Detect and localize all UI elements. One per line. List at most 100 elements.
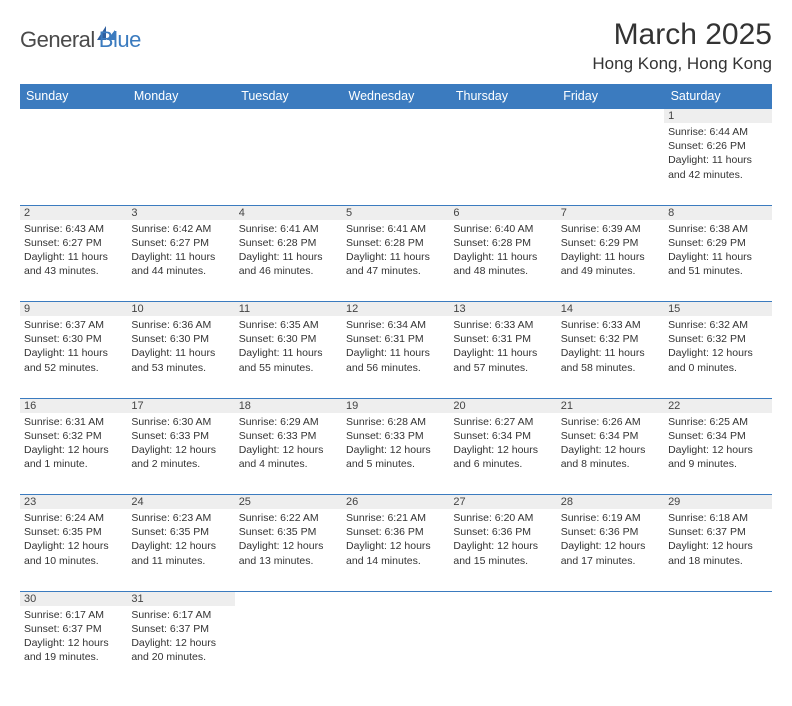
day-content-cell: Sunrise: 6:23 AMSunset: 6:35 PMDaylight:… [127,509,234,591]
sunset-text: Sunset: 6:30 PM [24,332,123,346]
daylight-text: Daylight: 12 hours and 9 minutes. [668,443,767,471]
sunrise-text: Sunrise: 6:20 AM [453,511,552,525]
sunrise-text: Sunrise: 6:17 AM [131,608,230,622]
day-content-cell: Sunrise: 6:33 AMSunset: 6:31 PMDaylight:… [449,316,556,398]
sunrise-text: Sunrise: 6:27 AM [453,415,552,429]
sunrise-text: Sunrise: 6:39 AM [561,222,660,236]
daylight-text: Daylight: 12 hours and 0 minutes. [668,346,767,374]
day-content-cell: Sunrise: 6:25 AMSunset: 6:34 PMDaylight:… [664,413,771,495]
day-content-cell: Sunrise: 6:43 AMSunset: 6:27 PMDaylight:… [20,220,127,302]
sunset-text: Sunset: 6:37 PM [131,622,230,636]
day-number-cell [127,109,234,124]
day-content-cell: Sunrise: 6:22 AMSunset: 6:35 PMDaylight:… [235,509,342,591]
sunrise-text: Sunrise: 6:22 AM [239,511,338,525]
day-number-cell: 30 [20,591,127,606]
daylight-text: Daylight: 12 hours and 4 minutes. [239,443,338,471]
dayname-thu: Thursday [449,84,556,109]
day-number-cell [449,109,556,124]
day-content-cell: Sunrise: 6:30 AMSunset: 6:33 PMDaylight:… [127,413,234,495]
dayname-sat: Saturday [664,84,771,109]
sunrise-text: Sunrise: 6:42 AM [131,222,230,236]
sunset-text: Sunset: 6:32 PM [561,332,660,346]
daynum-row: 1 [20,109,772,124]
day-number-cell [342,109,449,124]
day-number-cell: 16 [20,398,127,413]
daylight-text: Daylight: 11 hours and 42 minutes. [668,153,767,181]
daylight-text: Daylight: 11 hours and 53 minutes. [131,346,230,374]
sunrise-text: Sunrise: 6:38 AM [668,222,767,236]
sunset-text: Sunset: 6:33 PM [346,429,445,443]
daylight-text: Daylight: 12 hours and 15 minutes. [453,539,552,567]
day-number-cell: 7 [557,205,664,220]
sunrise-text: Sunrise: 6:19 AM [561,511,660,525]
day-content-cell: Sunrise: 6:41 AMSunset: 6:28 PMDaylight:… [235,220,342,302]
day-number-cell: 17 [127,398,234,413]
day-content-cell: Sunrise: 6:40 AMSunset: 6:28 PMDaylight:… [449,220,556,302]
day-content-cell: Sunrise: 6:26 AMSunset: 6:34 PMDaylight:… [557,413,664,495]
day-number-cell: 6 [449,205,556,220]
daynum-row: 23242526272829 [20,495,772,510]
content-row: Sunrise: 6:44 AMSunset: 6:26 PMDaylight:… [20,123,772,205]
daynum-row: 9101112131415 [20,302,772,317]
day-number-cell: 14 [557,302,664,317]
day-number-cell: 26 [342,495,449,510]
daylight-text: Daylight: 12 hours and 18 minutes. [668,539,767,567]
sunset-text: Sunset: 6:30 PM [131,332,230,346]
sunrise-text: Sunrise: 6:34 AM [346,318,445,332]
daylight-text: Daylight: 12 hours and 14 minutes. [346,539,445,567]
daylight-text: Daylight: 12 hours and 6 minutes. [453,443,552,471]
sunset-text: Sunset: 6:33 PM [239,429,338,443]
daylight-text: Daylight: 11 hours and 43 minutes. [24,250,123,278]
day-content-cell: Sunrise: 6:28 AMSunset: 6:33 PMDaylight:… [342,413,449,495]
sunrise-text: Sunrise: 6:41 AM [239,222,338,236]
day-number-cell: 8 [664,205,771,220]
day-content-cell [342,606,449,688]
daylight-text: Daylight: 11 hours and 48 minutes. [453,250,552,278]
sunrise-text: Sunrise: 6:36 AM [131,318,230,332]
sunrise-text: Sunrise: 6:17 AM [24,608,123,622]
day-number-cell: 3 [127,205,234,220]
day-content-cell [235,123,342,205]
day-content-cell: Sunrise: 6:24 AMSunset: 6:35 PMDaylight:… [20,509,127,591]
brand-text-general: General [20,27,95,53]
day-number-cell [235,109,342,124]
day-content-cell: Sunrise: 6:33 AMSunset: 6:32 PMDaylight:… [557,316,664,398]
daylight-text: Daylight: 11 hours and 47 minutes. [346,250,445,278]
day-number-cell: 23 [20,495,127,510]
day-content-cell [557,606,664,688]
day-number-cell: 2 [20,205,127,220]
day-number-cell [235,591,342,606]
day-number-cell: 22 [664,398,771,413]
daylight-text: Daylight: 12 hours and 20 minutes. [131,636,230,664]
daylight-text: Daylight: 11 hours and 55 minutes. [239,346,338,374]
sunrise-text: Sunrise: 6:24 AM [24,511,123,525]
day-content-cell [449,123,556,205]
content-row: Sunrise: 6:37 AMSunset: 6:30 PMDaylight:… [20,316,772,398]
sunset-text: Sunset: 6:32 PM [24,429,123,443]
sunset-text: Sunset: 6:33 PM [131,429,230,443]
daylight-text: Daylight: 12 hours and 11 minutes. [131,539,230,567]
sunset-text: Sunset: 6:29 PM [668,236,767,250]
sunset-text: Sunset: 6:36 PM [453,525,552,539]
day-content-cell: Sunrise: 6:20 AMSunset: 6:36 PMDaylight:… [449,509,556,591]
sunrise-text: Sunrise: 6:40 AM [453,222,552,236]
daylight-text: Daylight: 11 hours and 57 minutes. [453,346,552,374]
day-content-cell [557,123,664,205]
sunrise-text: Sunrise: 6:43 AM [24,222,123,236]
day-content-cell: Sunrise: 6:39 AMSunset: 6:29 PMDaylight:… [557,220,664,302]
day-number-cell: 31 [127,591,234,606]
content-row: Sunrise: 6:43 AMSunset: 6:27 PMDaylight:… [20,220,772,302]
day-content-cell: Sunrise: 6:29 AMSunset: 6:33 PMDaylight:… [235,413,342,495]
sunset-text: Sunset: 6:35 PM [24,525,123,539]
sunset-text: Sunset: 6:30 PM [239,332,338,346]
sunset-text: Sunset: 6:27 PM [24,236,123,250]
dayname-tue: Tuesday [235,84,342,109]
day-content-cell [342,123,449,205]
day-content-cell: Sunrise: 6:35 AMSunset: 6:30 PMDaylight:… [235,316,342,398]
daylight-text: Daylight: 12 hours and 8 minutes. [561,443,660,471]
sunset-text: Sunset: 6:34 PM [668,429,767,443]
day-content-cell: Sunrise: 6:21 AMSunset: 6:36 PMDaylight:… [342,509,449,591]
daynum-row: 2345678 [20,205,772,220]
calendar-page: General Blue March 2025 Hong Kong, Hong … [0,0,792,706]
day-number-cell: 1 [664,109,771,124]
